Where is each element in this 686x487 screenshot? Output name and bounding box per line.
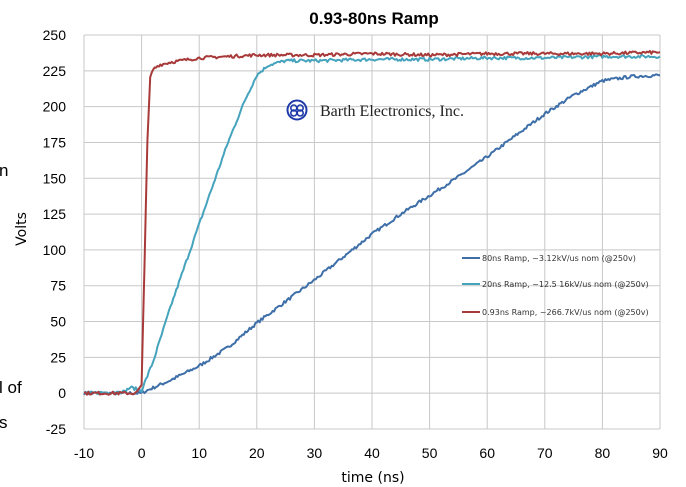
legend-label-20ns: 20ns Ramp, ~12.5 16kV/us nom (@250v) bbox=[482, 280, 649, 289]
legend-label-0.93ns: 0.93ns Ramp, ~266.7kV/us nom (@250v) bbox=[482, 308, 649, 317]
y-tick-label: 75 bbox=[50, 278, 66, 294]
x-tick-label: 40 bbox=[364, 445, 380, 461]
x-tick-label: 90 bbox=[652, 445, 668, 461]
company-name: Barth Electronics, Inc. bbox=[320, 103, 464, 120]
chart-title: 0.93-80ns Ramp bbox=[309, 9, 438, 28]
left-edge-text: n l of s bbox=[0, 161, 22, 432]
y-tick-label: 50 bbox=[50, 314, 66, 330]
side-fragment-1: n bbox=[0, 161, 8, 180]
barth-logo-icon bbox=[286, 99, 308, 121]
x-tick-label: -10 bbox=[74, 445, 94, 461]
x-tick-label: 70 bbox=[537, 445, 553, 461]
y-tick-label: 225 bbox=[43, 63, 67, 79]
y-tick-label: 100 bbox=[43, 242, 67, 258]
y-tick-label: 125 bbox=[43, 206, 67, 222]
y-tick-label: 250 bbox=[43, 27, 67, 43]
company-logo: Barth Electronics, Inc. bbox=[286, 99, 464, 121]
legend-label-80ns: 80ns Ramp, ~3.12kV/us nom (@250v) bbox=[482, 254, 636, 263]
y-tick-label: 0 bbox=[58, 385, 66, 401]
series-line-0.93ns bbox=[83, 49, 661, 396]
y-tick-label: 175 bbox=[43, 134, 67, 150]
y-tick-label: 25 bbox=[50, 349, 66, 365]
chart-legend: 80ns Ramp, ~3.12kV/us nom (@250v) 20ns Ra… bbox=[462, 254, 649, 317]
y-tick-label: 200 bbox=[43, 99, 67, 115]
y-tick-label: 150 bbox=[43, 170, 67, 186]
side-fragment-3: s bbox=[0, 413, 8, 432]
x-tick-label: 80 bbox=[595, 445, 611, 461]
x-tick-label: 50 bbox=[422, 445, 438, 461]
data-series bbox=[83, 49, 661, 396]
y-tick-label: -25 bbox=[46, 421, 66, 437]
x-tick-label: 30 bbox=[307, 445, 323, 461]
series-line-20ns bbox=[83, 54, 661, 395]
series-line-80ns bbox=[83, 73, 661, 396]
y-axis-ticks: -25 0 25 50 75 100 125 150 175 200 225 250 bbox=[43, 27, 67, 437]
x-tick-label: 0 bbox=[138, 445, 146, 461]
x-axis-label: time (ns) bbox=[341, 470, 404, 486]
y-axis-label: Volts bbox=[14, 212, 30, 246]
x-tick-label: 20 bbox=[249, 445, 265, 461]
side-fragment-2: l of bbox=[0, 378, 22, 397]
x-axis-ticks: -10 0 10 20 30 40 50 60 70 80 90 bbox=[74, 445, 668, 461]
x-tick-label: 60 bbox=[479, 445, 495, 461]
x-tick-label: 10 bbox=[191, 445, 207, 461]
